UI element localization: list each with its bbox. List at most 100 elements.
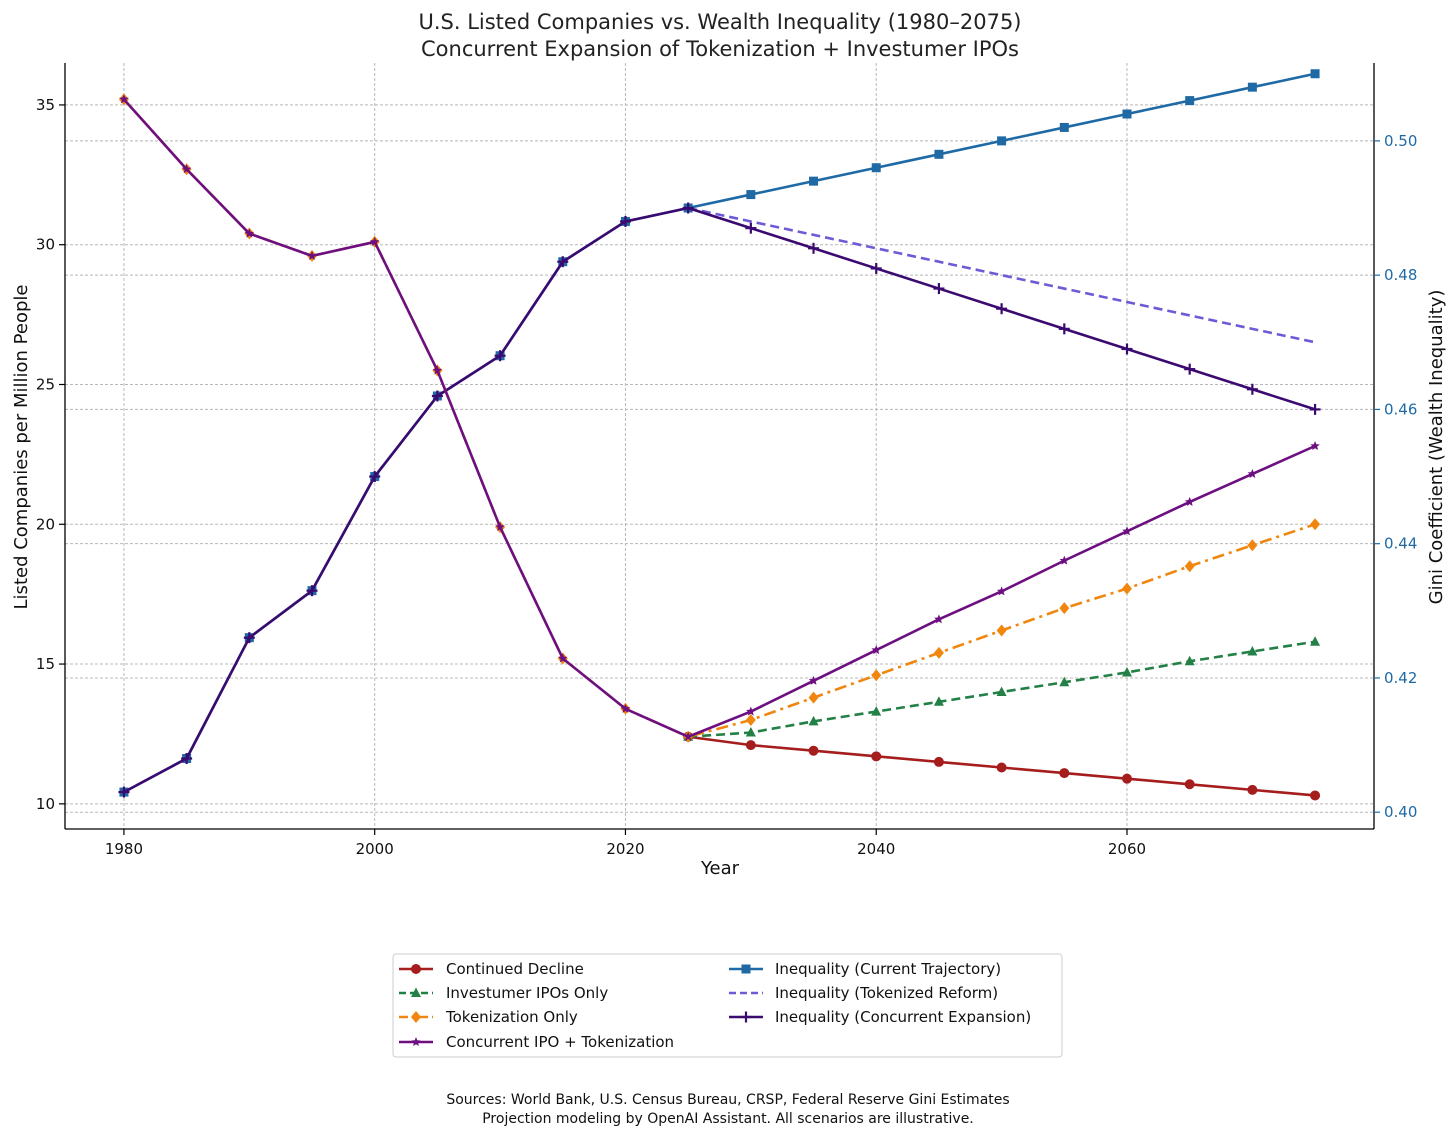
data-point-inequality-concurrent-expansion [1121,343,1133,355]
series-layer [118,69,1321,801]
data-point-inequality-concurrent-expansion [1184,363,1196,375]
data-point-concurrent-ipo-tokenization [119,94,129,104]
legend-item-investumer-ipos-only: Investumer IPOs Only [399,984,608,1002]
data-point-inequality-concurrent-expansion [118,786,130,798]
series-tokenization-only [118,93,1321,743]
y-tick-label-left: 10 [36,795,55,813]
data-point-investumer-ipos-only [996,686,1007,697]
data-point-concurrent-ipo-tokenization [244,228,255,238]
data-point-concurrent-ipo-tokenization [495,522,505,532]
data-point-tokenization-only [745,713,756,726]
y-tick-label-right: 0.40 [1384,803,1417,821]
data-point-continued-decline [745,740,756,751]
data-point-continued-decline [1247,784,1258,795]
data-point-inequality-concurrent-expansion [369,471,381,483]
data-point-inequality-concurrent-expansion [808,242,820,254]
legend-box [392,953,1063,1058]
data-point-inequality-current-trajectory [1310,69,1320,79]
data-point-investumer-ipos-only [1184,655,1195,666]
data-point-inequality-concurrent-expansion [243,632,255,644]
data-point-continued-decline [808,745,819,756]
data-point-concurrent-ipo-tokenization [1247,468,1258,478]
series-line-tokenization-only [122,98,1316,739]
data-point-concurrent-ipo-tokenization [558,653,568,663]
data-point-inequality-concurrent-expansion [494,350,506,362]
data-point-tokenization-only [996,624,1007,637]
data-point-inequality-current-trajectory [871,163,881,173]
series-inequality-concurrent-expansion [118,202,1321,798]
y-tick-label-right: 0.44 [1384,535,1417,553]
data-point-inequality-concurrent-expansion [1246,383,1258,395]
y-tick-label-right: 0.42 [1384,669,1417,687]
data-point-inequality-current-trajectory [1059,122,1069,132]
legend-swatch-marker [411,987,421,997]
data-point-investumer-ipos-only [871,706,882,716]
data-point-investumer-ipos-only [933,696,944,706]
source-line-2: Projection modeling by OpenAI Assistant.… [482,1111,974,1127]
x-tick-label: 2020 [606,840,644,858]
data-point-inequality-current-trajectory [1122,109,1132,119]
x-tick-label: 2060 [1108,840,1146,858]
legend-label: Continued Decline [446,960,584,978]
data-point-continued-decline [1310,790,1321,801]
y-tick-label-right: 0.50 [1384,132,1417,150]
chart-subtitle: Concurrent Expansion of Tokenization + I… [421,37,1019,61]
data-point-investumer-ipos-only [1310,636,1321,646]
y-tick-label-left: 15 [36,655,55,673]
series-concurrent-ipo-tokenization [119,94,1320,741]
data-point-continued-decline [996,762,1007,773]
data-point-inequality-concurrent-expansion [996,303,1008,315]
data-point-tokenization-only [933,646,944,659]
x-axis-label: Year [700,858,740,879]
source-line-1: Sources: World Bank, U.S. Census Bureau,… [446,1092,1009,1108]
data-point-investumer-ipos-only [808,715,819,726]
series-inequality-tokenized-reform [687,206,1316,344]
data-point-inequality-current-trajectory [1185,96,1195,106]
data-point-concurrent-ipo-tokenization [620,703,631,713]
series-line-inequality-concurrent-expansion [123,206,1316,794]
legend-swatch-marker [411,964,421,974]
legend-label: Tokenization Only [445,1008,578,1026]
data-point-tokenization-only [1184,560,1195,573]
grid-layer [65,63,1374,829]
legend-swatch-marker [740,1011,752,1023]
data-point-inequality-concurrent-expansion [431,390,443,402]
series-investumer-ipos-only [683,636,1321,741]
data-point-tokenization-only [1059,602,1070,615]
legend-label: Investumer IPOs Only [446,984,608,1002]
data-point-concurrent-ipo-tokenization [1059,555,1070,565]
data-point-concurrent-ipo-tokenization [1310,441,1320,451]
x-tick-label: 1980 [105,840,143,858]
legend-swatch-marker [411,1011,421,1023]
data-point-tokenization-only [808,691,819,704]
data-point-concurrent-ipo-tokenization [934,614,944,624]
data-point-concurrent-ipo-tokenization [181,164,192,174]
y-axis-label-right: Gini Coefficient (Wealth Inequality) [1426,290,1447,605]
data-point-investumer-ipos-only [745,727,756,737]
data-point-concurrent-ipo-tokenization [369,236,380,246]
data-point-inequality-current-trajectory [809,176,819,186]
data-point-inequality-concurrent-expansion [306,585,318,597]
legend-label: Inequality (Concurrent Expansion) [775,1008,1031,1026]
series-continued-decline [683,731,1321,801]
data-point-tokenization-only [1247,539,1258,552]
legend-item-concurrent-ipo-tokenization: Concurrent IPO + Tokenization [399,1033,674,1051]
data-point-continued-decline [1184,779,1195,790]
data-point-concurrent-ipo-tokenization [1184,496,1195,506]
chart-title: U.S. Listed Companies vs. Wealth Inequal… [418,10,1021,34]
data-point-inequality-concurrent-expansion [1058,323,1070,335]
y-tick-label-left: 30 [36,236,55,254]
legend-item-continued-decline: Continued Decline [399,960,584,978]
data-point-concurrent-ipo-tokenization [746,706,756,716]
y-tick-label-right: 0.48 [1384,266,1417,284]
data-point-investumer-ipos-only [1059,676,1070,687]
y-tick-label-left: 35 [36,96,55,114]
legend-label: Inequality (Current Trajectory) [775,960,1001,978]
legend-label: Inequality (Tokenized Reform) [775,984,998,1002]
legend-item-tokenization-only: Tokenization Only [399,1008,578,1026]
legend-swatch-marker [411,1037,421,1047]
series-line-inequality-tokenized-reform [687,206,1316,344]
data-point-inequality-current-trajectory [997,136,1007,146]
data-point-inequality-concurrent-expansion [745,222,757,234]
